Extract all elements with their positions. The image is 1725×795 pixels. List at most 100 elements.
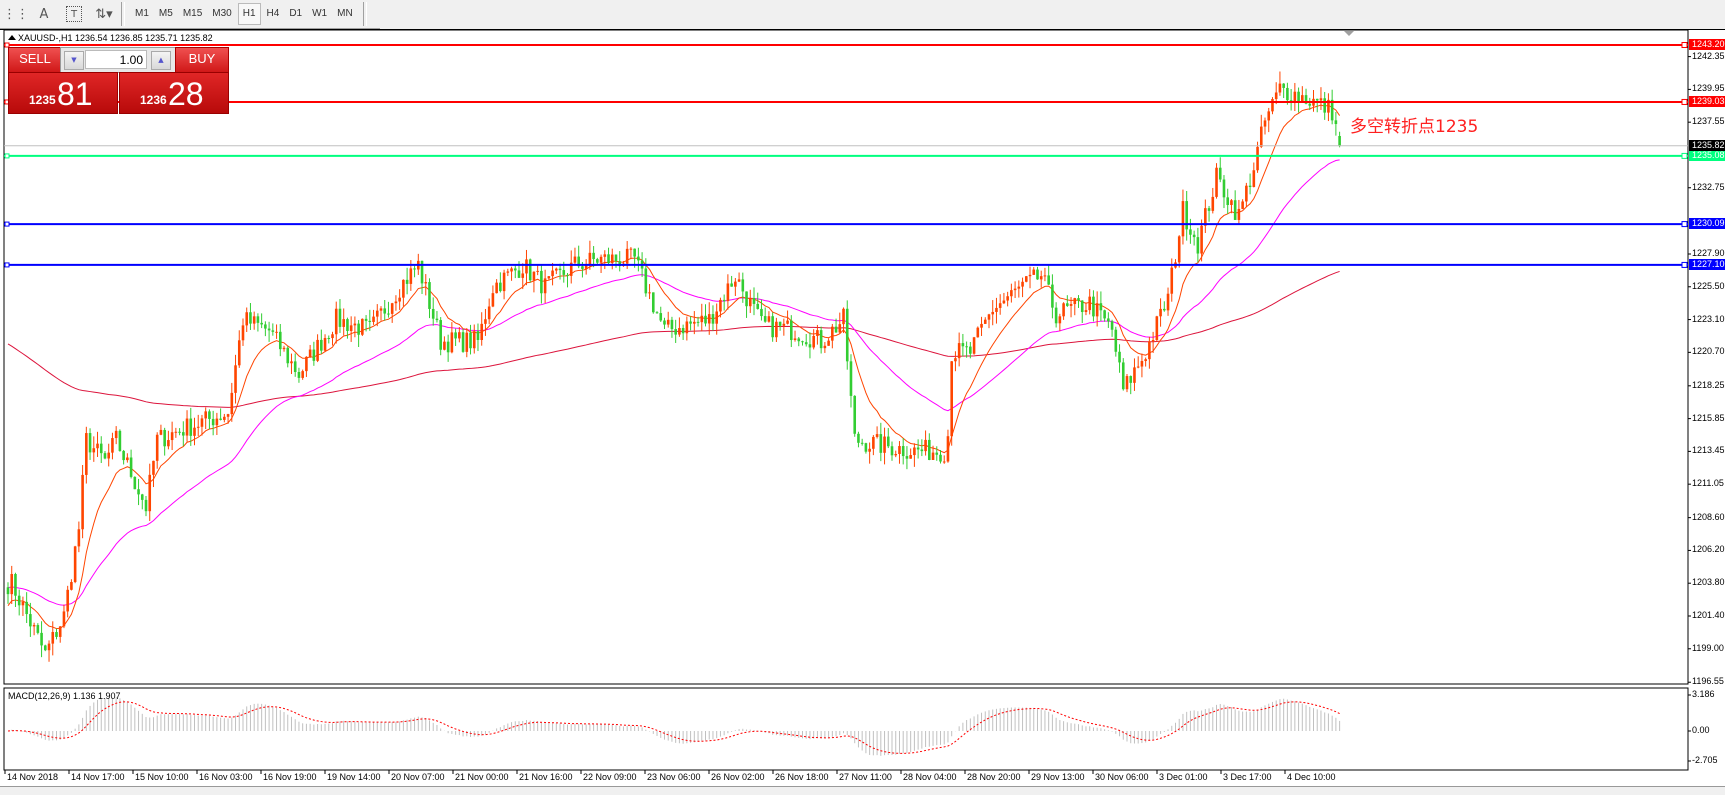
candle-body [204,411,207,419]
candle-body [394,301,398,304]
chart-annotation[interactable]: 多空转折点1235 [1350,117,1479,137]
candle [1327,93,1330,122]
candle-body [379,308,383,311]
lot-increase-button[interactable]: ▲ [151,51,171,70]
candle-body [562,270,566,275]
timeframe-m15[interactable]: M15 [182,8,203,19]
candle [957,332,961,367]
candle [1245,182,1248,208]
candle-body [398,297,401,302]
candle [1218,157,1222,183]
candle [1155,315,1159,342]
candle [320,329,323,355]
timeframe-w1[interactable]: W1 [312,8,328,19]
candle [1144,357,1147,367]
text-icon[interactable]: A [39,6,49,22]
candle [144,495,148,517]
candle [1021,277,1024,298]
sell-price-box[interactable]: 1235 81 [8,72,118,114]
buy-price-pips: 28 [168,76,204,112]
timeframe-d1[interactable]: D1 [289,8,303,19]
candle [741,272,745,303]
grid-icon[interactable]: ⋮⋮ [3,6,29,22]
candle-body [857,433,860,443]
candle [536,265,539,276]
candle-body [1222,179,1226,198]
chart-header: XAUUSD-,H1 1236.54 1236.85 1235.71 1235.… [18,33,213,43]
candle [1267,107,1271,133]
candle [1215,163,1218,199]
candle-body [114,430,118,439]
candle-body [935,452,939,455]
timeframe-m1[interactable]: M1 [135,8,149,19]
timeframe-h1[interactable]: H1 [237,3,261,25]
candle-body [364,318,368,321]
candle-body [1013,288,1017,291]
candle-body [249,312,252,324]
timeframe-m5[interactable]: M5 [158,8,173,19]
candle-body [655,312,659,314]
candle [1263,117,1267,135]
y-tick-label: 1206.20 [1692,544,1725,555]
candle [666,311,670,328]
candle-body [786,320,789,324]
ma-mid-line [7,159,1340,606]
candle-body [763,316,767,322]
candle-body [1066,303,1069,306]
text-label-icon[interactable]: T [66,6,82,22]
candle [428,278,431,319]
candle [21,596,25,616]
chart-shift-marker-icon [1344,31,1354,36]
sell-button[interactable]: SELL [8,47,62,73]
candle-body [99,443,103,454]
candle [439,317,442,356]
candle [1099,291,1103,322]
timeframe-mn[interactable]: MN [337,8,353,19]
candle [77,521,81,553]
candle [1133,358,1136,391]
candle-body [1024,276,1028,282]
candle [1308,97,1312,111]
arrows-icon[interactable]: ⇅▾ [95,6,113,22]
candle-body [853,395,857,434]
candle [1241,199,1244,210]
candle [991,300,995,326]
candle [771,312,774,342]
collapse-triangle-icon[interactable] [8,35,16,40]
line-handle [4,153,10,159]
candle-body [532,271,536,281]
candle-body [965,346,968,348]
candle-body [506,271,510,273]
x-tick-label: 16 Nov 03:00 [199,772,253,782]
lot-decrease-button[interactable]: ▼ [64,51,84,70]
candle [275,324,278,339]
timeframe-h4[interactable]: H4 [266,8,280,19]
line-handle [1681,42,1688,48]
candle [219,408,222,421]
candle [1248,173,1252,195]
candle-body [278,331,282,350]
timeframe-m30[interactable]: M30 [212,8,232,19]
candle-body [998,303,1002,308]
candle [976,326,980,338]
candle-body [995,307,998,312]
candle [532,271,536,293]
candle-body [704,315,707,324]
candle [204,407,207,430]
candle [200,414,204,436]
candle-body [831,326,834,341]
lot-size-input[interactable]: 1.00 [85,50,147,69]
candle-body [502,272,506,292]
candle-body [260,322,263,325]
buy-price-box[interactable]: 1236 28 [119,72,229,114]
candle-body [748,297,752,307]
candle [883,427,886,465]
buy-button[interactable]: BUY [175,47,229,73]
candle [913,443,916,467]
x-tick-label: 23 Nov 06:00 [647,772,701,782]
candle [469,324,472,355]
candle-body [1107,318,1110,322]
candle-body [1204,208,1207,226]
candle-body [1092,296,1095,317]
